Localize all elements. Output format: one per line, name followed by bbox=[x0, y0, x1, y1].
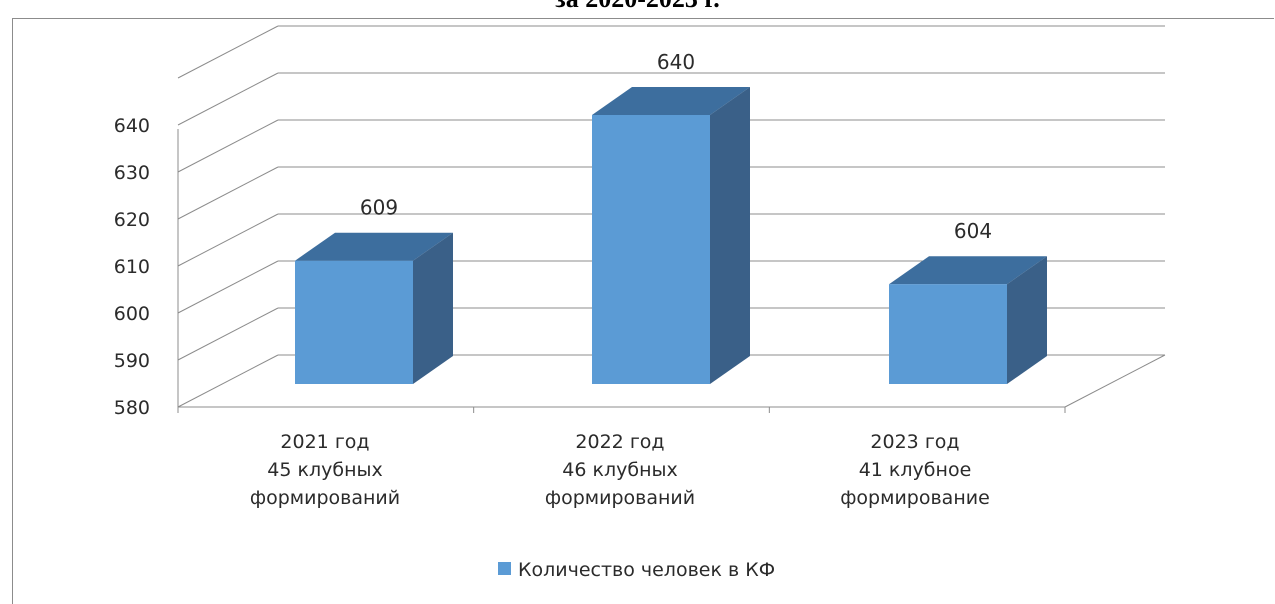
bar-top-face bbox=[592, 87, 750, 115]
x-axis-label-line: формирований bbox=[250, 487, 400, 509]
bar-front-face bbox=[295, 260, 413, 384]
gridline-wall bbox=[177, 119, 279, 173]
y-tick-label: 620 bbox=[114, 209, 150, 231]
data-labels: 609 640 604 bbox=[360, 50, 992, 243]
y-tick-label: 590 bbox=[114, 350, 150, 372]
y-axis-ticks: 580 590 600 610 620 630 640 bbox=[114, 115, 150, 419]
x-axis-label: 2021 год 45 клубных формирований bbox=[250, 431, 400, 509]
y-tick-label: 580 bbox=[114, 397, 150, 419]
x-axis-label-line: 2023 год bbox=[870, 431, 959, 453]
x-axis-label-line: формирование bbox=[840, 487, 990, 509]
y-tick-label: 640 bbox=[114, 115, 150, 137]
gridline-wall bbox=[177, 307, 279, 361]
gridline-wall bbox=[177, 166, 279, 220]
y-tick-label: 630 bbox=[114, 162, 150, 184]
bar-side-face bbox=[1007, 256, 1047, 384]
bars bbox=[295, 87, 1047, 384]
bar bbox=[889, 256, 1047, 384]
bar bbox=[592, 87, 750, 384]
x-axis-label-line: 2022 год bbox=[575, 431, 664, 453]
bar-side-face bbox=[413, 232, 453, 384]
x-axis-label-line: 45 клубных bbox=[267, 459, 382, 481]
x-axis-label: 2023 год 41 клубное формирование bbox=[840, 431, 990, 509]
legend-label: Количество человек в КФ bbox=[518, 559, 775, 581]
x-axis-label-line: 46 клубных bbox=[562, 459, 677, 481]
y-tick-label: 610 bbox=[114, 256, 150, 278]
x-axis-label: 2022 год 46 клубных формирований bbox=[545, 431, 695, 509]
bar-side-face bbox=[710, 87, 750, 384]
y-tick-label: 600 bbox=[114, 303, 150, 325]
chart-title: за 2020-2023 г. bbox=[0, 0, 1275, 14]
x-axis-label-line: формирований bbox=[545, 487, 695, 509]
data-label: 640 bbox=[657, 50, 695, 74]
bar-front-face bbox=[889, 284, 1007, 384]
data-label: 609 bbox=[360, 196, 398, 220]
data-label: 604 bbox=[954, 219, 992, 243]
bar-top-face bbox=[295, 232, 453, 261]
bar bbox=[295, 232, 453, 384]
floor-right-edge bbox=[1064, 354, 1166, 408]
gridline-wall bbox=[177, 25, 279, 79]
x-axis-label-line: 41 клубное bbox=[859, 459, 972, 481]
legend: Количество человек в КФ bbox=[498, 559, 775, 581]
chart-frame-top bbox=[12, 18, 1274, 19]
x-axis-label-line: 2021 год bbox=[280, 431, 369, 453]
gridline-wall bbox=[177, 260, 279, 314]
gridline-wall bbox=[177, 72, 279, 126]
x-axis-labels: 2021 год 45 клубных формирований 2022 год 46… bbox=[250, 431, 990, 509]
bar-top-face bbox=[889, 256, 1047, 285]
bar-front-face bbox=[592, 115, 710, 384]
gridline-wall bbox=[177, 354, 279, 408]
legend-swatch bbox=[498, 562, 511, 575]
chart-frame-left bbox=[12, 18, 13, 604]
gridline-wall bbox=[177, 213, 279, 267]
